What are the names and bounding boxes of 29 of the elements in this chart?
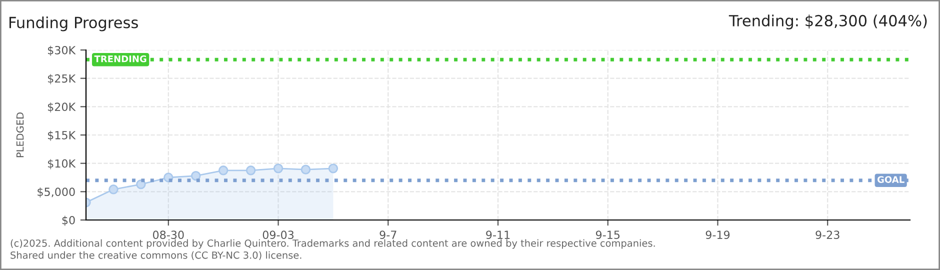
point — [300, 164, 311, 174]
x-tick-label: 9-15 — [596, 230, 620, 240]
y-axis-title: PLEDGED — [16, 112, 24, 158]
point — [246, 166, 256, 176]
point — [218, 166, 228, 176]
point — [136, 179, 146, 190]
point — [328, 164, 338, 174]
x-tick-label: 9-19 — [706, 230, 730, 240]
text: Shared under the creative commons (CC BY-NC 3.0) license. — [10, 251, 302, 260]
y-tick-label: $25K — [48, 74, 76, 84]
point — [273, 164, 284, 174]
ref-line-label: TRENDING — [94, 55, 146, 62]
x-tick-label: 09-03 — [262, 230, 294, 240]
y-tick-label: $10K — [48, 159, 76, 170]
x-tick-label: 9-23 — [816, 230, 840, 240]
y-tick-label: $20K — [48, 102, 76, 113]
y-tick-label: $30K — [48, 46, 76, 56]
ref-line-label: GOAL — [877, 176, 904, 183]
x-tick-label: 08-30 — [152, 230, 184, 240]
point — [108, 184, 118, 194]
x-tick-label: 9-11 — [486, 230, 510, 240]
chart-title: Funding Progress — [10, 16, 138, 32]
text: Trending: $28,300 (404%) — [728, 14, 927, 30]
x-tick-label: 9-7 — [380, 230, 396, 240]
point — [191, 170, 201, 181]
y-tick-label: $15K — [48, 130, 76, 141]
y-tick-label: $5,000 — [38, 187, 75, 198]
text: (c)2025. Additional content provided by Charlie Quintero. Trademarks and related content are owned by their respective companies. — [10, 239, 655, 249]
y-tick-label: $0 — [62, 216, 75, 226]
